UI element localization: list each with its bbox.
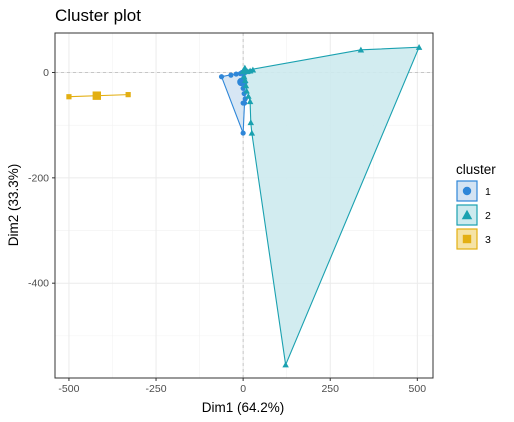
legend-circle-icon xyxy=(463,187,471,195)
cluster-3-point xyxy=(126,92,131,97)
x-tick-label: -250 xyxy=(146,383,167,395)
y-axis: 0 -200 -400 xyxy=(28,67,55,290)
x-tick-label: 500 xyxy=(409,383,427,395)
legend-title: cluster xyxy=(456,162,496,177)
legend: cluster 1 2 3 xyxy=(456,162,496,249)
cluster-2-point xyxy=(282,362,289,368)
legend-square-icon xyxy=(463,235,471,243)
y-tick-label: 0 xyxy=(43,67,49,79)
cluster-3-centroid xyxy=(93,91,101,99)
x-tick-label: 250 xyxy=(321,383,339,395)
cluster-1-point xyxy=(219,74,224,79)
x-tick-label: -500 xyxy=(58,383,79,395)
cluster-1-point xyxy=(242,100,247,105)
cluster-3-point xyxy=(66,94,71,99)
x-axis: -500 -250 0 250 500 xyxy=(58,378,426,395)
cluster-1-point xyxy=(241,130,246,135)
y-axis-title: Dim2 (33.3%) xyxy=(6,164,21,247)
x-tick-label: 0 xyxy=(240,383,246,395)
legend-label-3: 3 xyxy=(485,234,491,246)
legend-label-2: 2 xyxy=(485,210,491,222)
cluster-2-hull xyxy=(243,47,419,365)
legend-label-1: 1 xyxy=(485,186,491,198)
chart-title: Cluster plot xyxy=(55,6,141,25)
cluster-2-centroid xyxy=(240,65,251,74)
plot-panel xyxy=(55,33,433,378)
y-tick-label: -400 xyxy=(28,278,49,290)
y-tick-label: -200 xyxy=(28,172,49,184)
x-axis-title: Dim1 (64.2%) xyxy=(202,400,285,415)
cluster-1-point xyxy=(228,73,233,78)
